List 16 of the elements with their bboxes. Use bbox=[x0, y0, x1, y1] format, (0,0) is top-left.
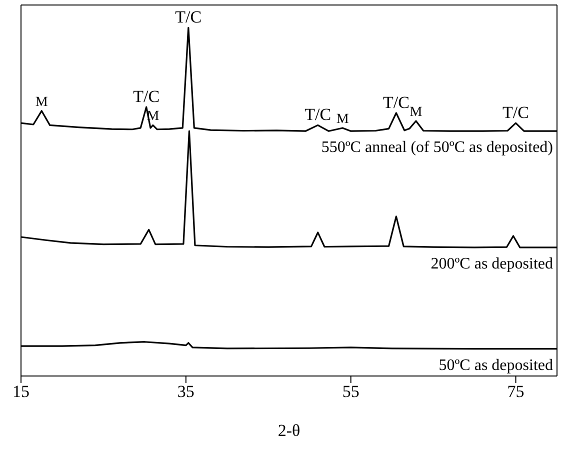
annotation: T/C bbox=[382, 92, 410, 112]
x-tick-label: 35 bbox=[177, 382, 194, 402]
annotation: T/C bbox=[304, 105, 332, 124]
annotation: M bbox=[35, 94, 48, 110]
annotation: T/C bbox=[502, 103, 529, 122]
x-tick-label: 15 bbox=[12, 382, 30, 402]
annotation: M bbox=[410, 105, 423, 120]
series-label: 50ºC as deposited bbox=[438, 356, 553, 374]
x-tick-label: 55 bbox=[342, 382, 360, 402]
series-label: 550ºC anneal (of 50ºC as deposited) bbox=[321, 139, 553, 156]
x-axis-title: 2-θ bbox=[278, 421, 300, 440]
x-tick-label: 75 bbox=[507, 382, 524, 402]
annotation: T/C bbox=[175, 8, 202, 27]
series-label: 200ºC as deposited bbox=[430, 255, 553, 272]
annotation: M bbox=[336, 112, 350, 127]
annotation: T/C bbox=[133, 87, 160, 106]
